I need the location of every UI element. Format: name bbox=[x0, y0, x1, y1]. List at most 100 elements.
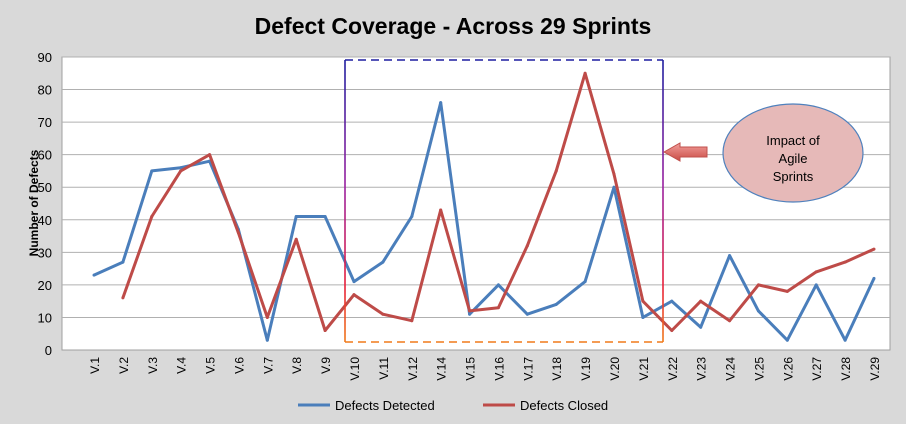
data-point bbox=[381, 260, 385, 264]
x-tick-label: V.22 bbox=[666, 357, 680, 381]
y-tick-label: 70 bbox=[38, 115, 52, 130]
x-tick-label: V.2 bbox=[117, 357, 131, 374]
annotation-line-3: Sprints bbox=[773, 169, 814, 184]
data-point bbox=[525, 244, 529, 248]
x-tick-label: V.15 bbox=[464, 357, 478, 381]
data-point bbox=[439, 101, 443, 105]
data-point bbox=[352, 293, 356, 297]
data-point bbox=[641, 299, 645, 303]
data-point bbox=[554, 302, 558, 306]
x-tick-label: V.26 bbox=[781, 357, 795, 381]
data-point bbox=[756, 283, 760, 287]
legend-label: Defects Closed bbox=[520, 398, 608, 413]
data-point bbox=[323, 215, 327, 219]
data-point bbox=[236, 231, 240, 235]
data-point bbox=[699, 299, 703, 303]
data-point bbox=[583, 280, 587, 284]
data-point bbox=[179, 169, 183, 173]
data-point bbox=[121, 260, 125, 264]
x-tick-label: V.5 bbox=[204, 357, 218, 374]
arrow-icon bbox=[662, 142, 708, 162]
agile-highlight-box bbox=[344, 59, 664, 343]
x-tick-label: V.10 bbox=[348, 357, 362, 381]
x-tick-label: V.24 bbox=[724, 357, 738, 381]
data-point bbox=[699, 325, 703, 329]
x-tick-label: V.17 bbox=[521, 357, 535, 381]
data-point bbox=[641, 315, 645, 319]
data-point bbox=[150, 215, 154, 219]
data-point bbox=[728, 254, 732, 258]
data-point bbox=[468, 309, 472, 313]
data-point bbox=[872, 276, 876, 280]
y-tick-label: 20 bbox=[38, 278, 52, 293]
data-point bbox=[525, 312, 529, 316]
x-tick-label: V.3 bbox=[146, 357, 160, 374]
x-tick-label: V.28 bbox=[839, 357, 853, 381]
chart-title: Defect Coverage - Across 29 Sprints bbox=[255, 13, 652, 39]
data-point bbox=[814, 270, 818, 274]
data-point bbox=[121, 296, 125, 300]
data-point bbox=[612, 185, 616, 189]
data-point bbox=[756, 309, 760, 313]
x-tick-label: V.7 bbox=[261, 357, 275, 374]
data-point bbox=[468, 312, 472, 316]
x-tick-label: V.25 bbox=[752, 357, 766, 381]
x-tick-label: V.4 bbox=[175, 357, 189, 374]
data-point bbox=[496, 283, 500, 287]
x-tick-label: V.20 bbox=[608, 357, 622, 381]
x-tick-label: V.27 bbox=[810, 357, 824, 381]
legend-label: Defects Detected bbox=[335, 398, 435, 413]
data-point bbox=[150, 169, 154, 173]
data-point bbox=[294, 237, 298, 241]
data-point bbox=[323, 328, 327, 332]
data-point bbox=[843, 260, 847, 264]
data-point bbox=[670, 299, 674, 303]
data-point bbox=[381, 312, 385, 316]
x-tick-label: V.9 bbox=[319, 357, 333, 374]
x-tick-label: V.14 bbox=[435, 357, 449, 381]
data-point bbox=[814, 283, 818, 287]
x-tick-label: V.11 bbox=[377, 357, 391, 380]
data-point bbox=[554, 169, 558, 173]
x-tick-label: V.12 bbox=[406, 357, 420, 381]
data-point bbox=[728, 319, 732, 323]
y-tick-label: 80 bbox=[38, 83, 52, 98]
data-point bbox=[785, 338, 789, 342]
x-tick-label: V.23 bbox=[695, 357, 709, 381]
data-point bbox=[265, 338, 269, 342]
data-point bbox=[843, 338, 847, 342]
y-tick-label: 0 bbox=[45, 343, 52, 358]
data-point bbox=[439, 208, 443, 212]
data-point bbox=[352, 280, 356, 284]
data-point bbox=[208, 153, 212, 157]
data-point bbox=[612, 172, 616, 176]
data-point bbox=[496, 306, 500, 310]
data-point bbox=[785, 289, 789, 293]
data-point bbox=[872, 247, 876, 251]
annotation-line-1: Impact of bbox=[766, 133, 820, 148]
data-point bbox=[265, 315, 269, 319]
x-tick-label: V.19 bbox=[579, 357, 593, 381]
x-tick-label: V.21 bbox=[637, 357, 651, 381]
data-point bbox=[294, 215, 298, 219]
y-tick-label: 60 bbox=[38, 148, 52, 163]
x-tick-label: V.18 bbox=[550, 357, 564, 381]
x-tick-label: V.16 bbox=[492, 357, 506, 381]
y-tick-label: 40 bbox=[38, 213, 52, 228]
annotation-bubble bbox=[722, 103, 864, 203]
data-point bbox=[410, 319, 414, 323]
data-point bbox=[583, 71, 587, 75]
y-tick-label: 30 bbox=[38, 245, 52, 260]
x-tick-label: V.8 bbox=[290, 357, 304, 374]
x-tick-label: V.29 bbox=[868, 357, 882, 381]
data-point bbox=[410, 215, 414, 219]
x-tick-label: V.1 bbox=[88, 357, 102, 374]
data-point bbox=[179, 166, 183, 170]
y-axis-label: Number of Defects bbox=[27, 149, 41, 256]
data-point bbox=[92, 273, 96, 277]
y-tick-label: 50 bbox=[38, 180, 52, 195]
x-tick-label: V.6 bbox=[232, 357, 246, 374]
data-point bbox=[670, 328, 674, 332]
